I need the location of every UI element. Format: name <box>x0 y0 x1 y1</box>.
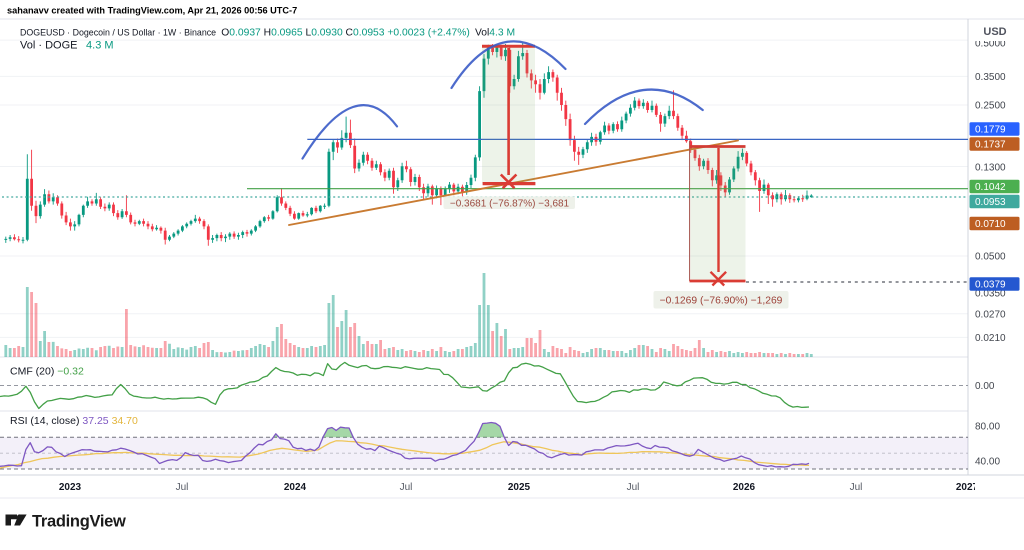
svg-text:sahanavv created with TradingV: sahanavv created with TradingView.com, A… <box>7 6 297 16</box>
svg-text:USD: USD <box>983 26 1006 38</box>
svg-text:0.0500: 0.0500 <box>975 252 1006 263</box>
svg-text:−0.3681 (−76.87%) −3,681: −0.3681 (−76.87%) −3,681 <box>450 199 570 210</box>
svg-text:0.0210: 0.0210 <box>975 333 1006 344</box>
svg-text:2023: 2023 <box>59 482 82 493</box>
svg-text:CMF (20) −0.32: CMF (20) −0.32 <box>10 366 84 378</box>
svg-text:40.00: 40.00 <box>975 457 1000 468</box>
svg-text:0.00: 0.00 <box>975 381 995 392</box>
svg-text:0.1737: 0.1737 <box>975 140 1006 151</box>
svg-text:0.0350: 0.0350 <box>975 289 1006 300</box>
svg-text:2027: 2027 <box>956 482 979 493</box>
svg-text:0.3500: 0.3500 <box>975 72 1006 83</box>
svg-text:0.1779: 0.1779 <box>975 125 1006 136</box>
svg-text:2025: 2025 <box>508 482 531 493</box>
svg-text:−0.1269 (−76.90%) −1,269: −0.1269 (−76.90%) −1,269 <box>660 296 783 307</box>
svg-text:DOGEUSD · Dogecoin / US Dollar: DOGEUSD · Dogecoin / US Dollar · 1W · Bi… <box>20 28 515 39</box>
svg-text:2026: 2026 <box>733 482 756 493</box>
svg-text:RSI (14, close) 37.25 34.70: RSI (14, close) 37.25 34.70 <box>10 415 138 427</box>
svg-text:Jul: Jul <box>400 482 413 493</box>
svg-text:Vol · DOGE 4.3 M: Vol · DOGE 4.3 M <box>20 40 114 52</box>
svg-text:TradingView: TradingView <box>32 513 126 531</box>
svg-text:Jul: Jul <box>627 482 640 493</box>
svg-text:0.0270: 0.0270 <box>975 310 1006 321</box>
svg-text:0.0379: 0.0379 <box>975 280 1006 291</box>
svg-text:Jul: Jul <box>176 482 189 493</box>
svg-text:0.2500: 0.2500 <box>975 101 1006 112</box>
svg-text:0.1300: 0.1300 <box>975 163 1006 174</box>
svg-text:0.0710: 0.0710 <box>975 219 1006 230</box>
svg-text:2024: 2024 <box>284 482 307 493</box>
svg-text:0.0953: 0.0953 <box>975 197 1006 208</box>
svg-text:Jul: Jul <box>850 482 863 493</box>
svg-text:80.00: 80.00 <box>975 422 1000 433</box>
svg-text:0.5000: 0.5000 <box>975 39 1006 50</box>
svg-text:0.1042: 0.1042 <box>975 182 1006 193</box>
